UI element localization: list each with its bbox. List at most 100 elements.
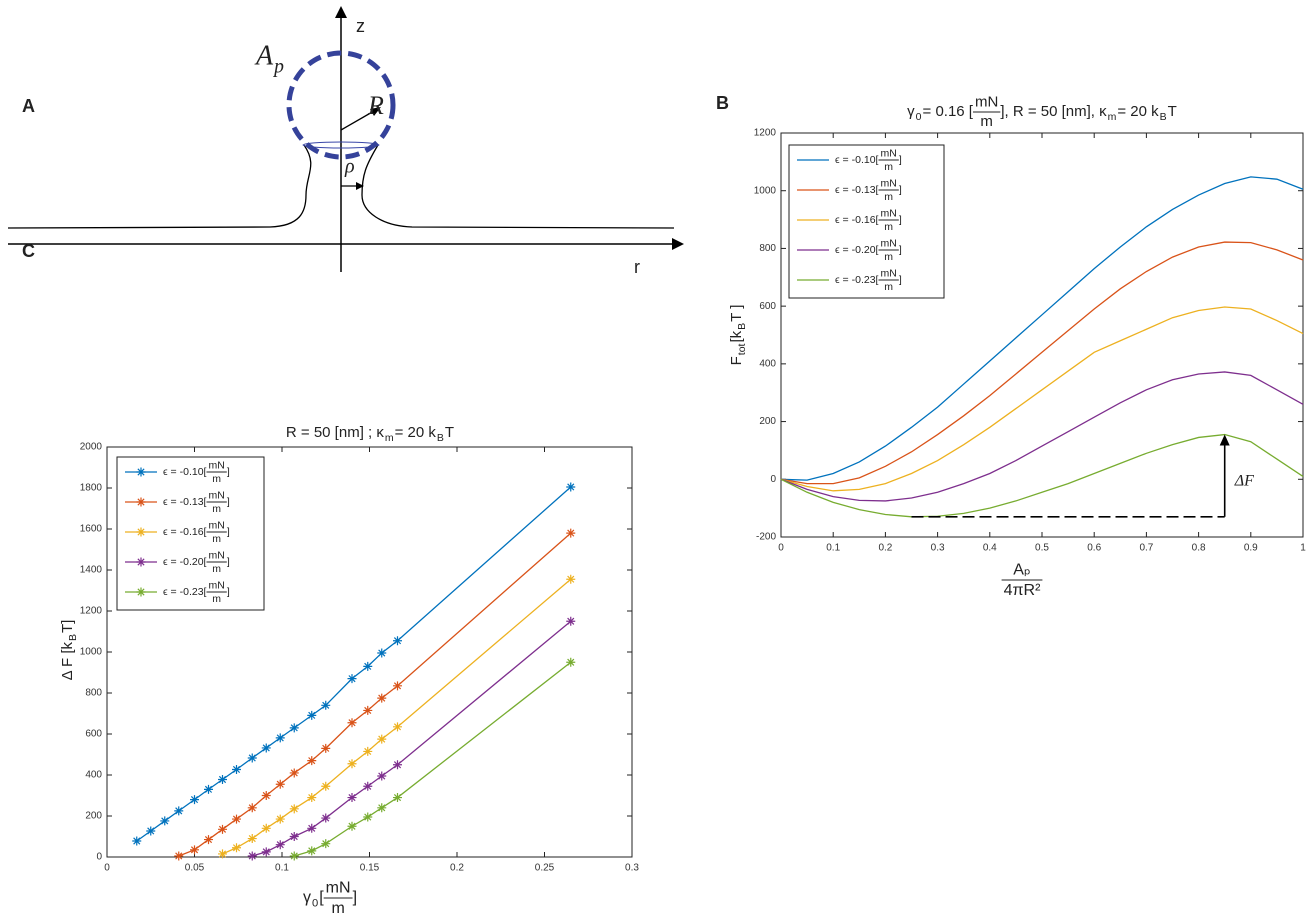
fraction-numerator: mN bbox=[208, 459, 224, 471]
label-text: ] bbox=[899, 244, 902, 256]
x-tick-label: 1 bbox=[1300, 543, 1306, 554]
fraction-denominator: m bbox=[884, 221, 893, 233]
fraction-denominator: m bbox=[884, 281, 893, 293]
marker bbox=[393, 636, 402, 646]
marker bbox=[289, 768, 299, 778]
marker bbox=[377, 648, 387, 658]
label-text: [ bbox=[876, 244, 879, 256]
marker bbox=[347, 793, 357, 803]
x-tick-label: 0.3 bbox=[625, 863, 639, 874]
marker bbox=[232, 814, 241, 824]
label-text: ] bbox=[227, 466, 230, 478]
y-tick-label: 2000 bbox=[80, 442, 103, 453]
marker bbox=[321, 839, 331, 849]
fraction-numerator: mN bbox=[880, 267, 896, 279]
fraction-denominator: m bbox=[884, 161, 893, 173]
marker bbox=[204, 784, 213, 794]
marker bbox=[204, 835, 213, 845]
marker bbox=[363, 746, 373, 756]
label: [ mN m ] bbox=[876, 177, 902, 203]
marker bbox=[347, 718, 357, 728]
label-subscript: 0 bbox=[916, 111, 922, 123]
marker bbox=[247, 803, 257, 813]
marker bbox=[218, 824, 227, 834]
radius-arrow bbox=[340, 110, 375, 131]
marker bbox=[261, 743, 271, 753]
marker bbox=[289, 832, 299, 841]
label-text: ], R = 50 [nm], κ bbox=[1000, 103, 1107, 120]
marker bbox=[321, 813, 331, 823]
label-text: ] bbox=[899, 214, 902, 226]
series-line bbox=[780, 371, 1304, 502]
label-text: A bbox=[254, 40, 274, 71]
series-line bbox=[294, 661, 572, 857]
x-tick-label: 0.4 bbox=[983, 543, 997, 554]
marker bbox=[347, 674, 357, 684]
label: [ mN m ] bbox=[876, 267, 902, 293]
label-text: ] bbox=[227, 496, 230, 508]
marker bbox=[289, 851, 299, 861]
marker bbox=[289, 723, 299, 733]
label-subscript: m bbox=[385, 432, 394, 444]
x-tick-label: 0.5 bbox=[1035, 543, 1049, 554]
x-tick-label: 0.9 bbox=[1244, 543, 1258, 554]
y-tick-label: 1000 bbox=[754, 185, 777, 196]
series-line bbox=[780, 241, 1304, 485]
marker bbox=[174, 851, 184, 861]
marker bbox=[321, 743, 331, 753]
x-tick-label: 0 bbox=[104, 863, 110, 874]
label-text: ] bbox=[227, 556, 230, 568]
marker bbox=[275, 840, 285, 850]
legend-marker bbox=[136, 497, 146, 507]
marker bbox=[218, 849, 227, 859]
y-tick-label: 0 bbox=[770, 474, 776, 485]
y-tick-label: 1000 bbox=[80, 647, 103, 658]
membrane bbox=[7, 144, 312, 229]
fraction-numerator: mN bbox=[208, 549, 224, 561]
marker bbox=[275, 814, 285, 824]
marker bbox=[247, 753, 257, 763]
marker bbox=[566, 616, 576, 626]
label: [ mN m ] bbox=[204, 519, 230, 545]
panel-label: B bbox=[716, 93, 729, 113]
label-text: [k bbox=[728, 330, 745, 342]
y-tick-label: 0 bbox=[96, 852, 102, 863]
neck-ring bbox=[302, 141, 380, 149]
marker bbox=[232, 843, 241, 853]
y-tick-label: 1400 bbox=[80, 565, 103, 576]
y-tick-label: 800 bbox=[759, 243, 776, 254]
y-tick-label: 800 bbox=[85, 688, 102, 699]
label-text: [ bbox=[204, 526, 207, 538]
y-tick-label: 1200 bbox=[80, 606, 103, 617]
marker bbox=[347, 759, 357, 769]
label-text: [ bbox=[876, 214, 879, 226]
y-tick-label: 1800 bbox=[80, 483, 103, 494]
label-text: Δ F [k bbox=[59, 642, 76, 681]
fraction-numerator: mN bbox=[208, 519, 224, 531]
label-text: ] bbox=[353, 889, 357, 906]
marker bbox=[321, 700, 331, 710]
legend-marker bbox=[136, 587, 146, 597]
legend-label: ϵ = -0.16 bbox=[835, 214, 876, 226]
marker bbox=[363, 781, 373, 791]
marker bbox=[566, 574, 576, 584]
fraction-numerator: Aₚ bbox=[1013, 561, 1031, 578]
marker bbox=[261, 823, 271, 833]
radius-label: R bbox=[367, 91, 384, 120]
marker bbox=[307, 710, 317, 720]
marker bbox=[307, 793, 317, 803]
fraction-numerator: mN bbox=[208, 489, 224, 501]
fraction-numerator: mN bbox=[880, 207, 896, 219]
label: [ mN m ] bbox=[204, 459, 230, 485]
label-text: R = 50 [nm] ; κ bbox=[286, 424, 384, 441]
marker bbox=[566, 657, 576, 667]
marker bbox=[247, 851, 257, 861]
y-tick-label: 1600 bbox=[80, 524, 103, 535]
x-tick-label: 0 bbox=[778, 543, 784, 554]
series-line bbox=[780, 306, 1304, 492]
membrane bbox=[361, 144, 675, 229]
label-text: ] bbox=[227, 526, 230, 538]
label-text: = 20 k bbox=[395, 424, 437, 441]
